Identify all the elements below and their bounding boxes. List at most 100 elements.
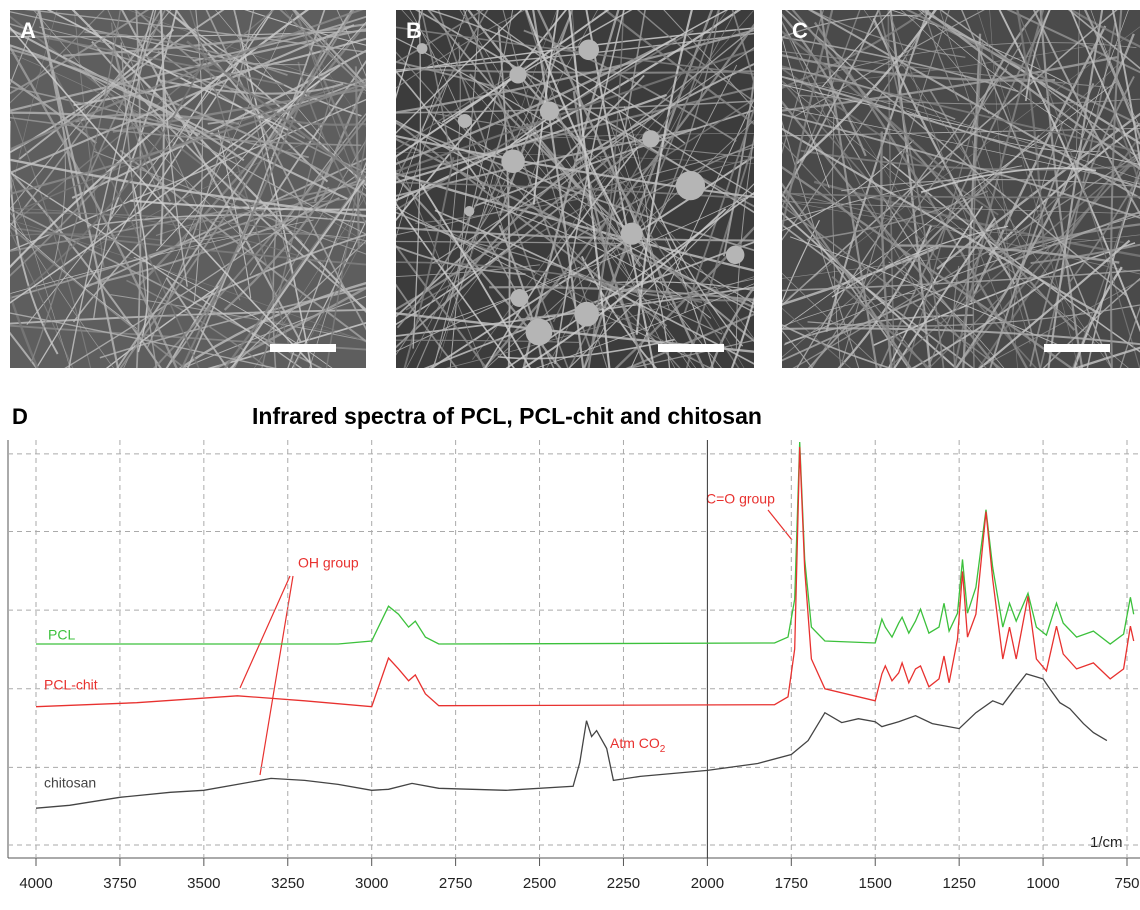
fiber	[782, 10, 880, 198]
fiber	[1024, 10, 1051, 102]
fiber	[441, 10, 633, 123]
fiber	[434, 209, 754, 365]
annotation: C=O group	[706, 491, 775, 507]
fiber	[159, 10, 188, 287]
fiber	[431, 46, 754, 264]
fiber	[396, 93, 667, 184]
fiber	[784, 10, 1129, 298]
fiber	[396, 172, 754, 272]
fiber	[174, 16, 366, 187]
fiber	[474, 109, 754, 207]
fiber	[10, 10, 58, 200]
fiber	[1119, 305, 1140, 368]
fiber	[1039, 22, 1116, 368]
fiber	[580, 255, 658, 368]
fiber	[953, 10, 1045, 368]
fiber	[412, 10, 422, 349]
bead	[539, 101, 560, 121]
fiber	[837, 42, 1137, 72]
fiber	[554, 10, 625, 365]
fiber	[524, 10, 642, 354]
fiber	[786, 77, 1140, 180]
fiber	[10, 228, 74, 368]
bead	[675, 171, 706, 201]
sem-images: A B C	[10, 10, 1140, 368]
fiber	[1090, 10, 1140, 128]
fiber	[576, 146, 676, 368]
fiber	[989, 83, 1095, 368]
fiber	[482, 23, 754, 368]
fiber	[423, 241, 754, 368]
fiber	[38, 10, 82, 221]
fiber	[1113, 112, 1140, 190]
pointer	[239, 575, 291, 689]
fiber	[782, 10, 929, 89]
fiber	[988, 122, 1140, 256]
fiber	[1083, 10, 1140, 140]
fiber	[427, 10, 580, 190]
fiber	[287, 161, 366, 368]
fiber	[64, 167, 366, 368]
fiber	[782, 192, 1140, 199]
fiber	[26, 10, 273, 326]
fiber	[396, 135, 754, 198]
fiber	[782, 219, 820, 304]
fiber	[10, 10, 150, 95]
fiber	[291, 219, 366, 368]
fiber	[291, 10, 366, 92]
fiber	[1016, 10, 1045, 250]
fiber	[825, 10, 930, 333]
fiber	[153, 117, 366, 368]
chart-title: Infrared spectra of PCL, PCL-chit and ch…	[252, 403, 762, 429]
fiber	[420, 183, 531, 368]
fiber	[432, 118, 754, 305]
fiber	[217, 127, 252, 299]
x-tick-label: 1750	[775, 875, 808, 892]
fiber	[990, 223, 1140, 256]
fiber	[396, 109, 510, 329]
panel-label: C	[792, 18, 808, 43]
fiber	[918, 10, 1082, 135]
fiber	[663, 10, 754, 110]
fiber	[623, 106, 653, 280]
fiber	[806, 190, 989, 241]
fiber	[437, 10, 569, 368]
fiber	[420, 10, 454, 170]
fiber	[782, 182, 912, 368]
fiber	[505, 191, 754, 368]
fiber	[625, 313, 754, 368]
scale-bar	[658, 344, 724, 352]
panel-label: A	[20, 18, 36, 43]
fiber	[810, 42, 1023, 368]
fiber	[782, 204, 1002, 368]
fiber	[799, 94, 1140, 105]
fiber	[893, 217, 996, 368]
fiber	[813, 180, 1140, 258]
fiber	[782, 65, 1140, 153]
fiber	[396, 283, 458, 368]
fiber	[303, 31, 366, 207]
fiber	[607, 154, 745, 368]
pointer	[259, 575, 294, 776]
fiber	[989, 10, 1018, 368]
fiber	[998, 10, 1140, 333]
fiber	[18, 10, 225, 160]
fiber	[683, 106, 754, 314]
fiber	[132, 183, 149, 353]
fiber	[30, 10, 121, 364]
fiber	[10, 226, 366, 266]
fiber	[791, 10, 1076, 331]
fiber	[431, 112, 754, 158]
fiber	[190, 233, 366, 243]
fiber	[888, 10, 1012, 333]
fiber	[10, 171, 303, 368]
fiber	[17, 212, 366, 245]
fiber	[396, 130, 660, 349]
fiber	[223, 186, 330, 311]
fiber	[1047, 10, 1104, 368]
x-tick-label: 3750	[103, 875, 136, 892]
fiber	[46, 10, 289, 131]
fiber	[10, 98, 366, 252]
bead	[574, 301, 599, 327]
